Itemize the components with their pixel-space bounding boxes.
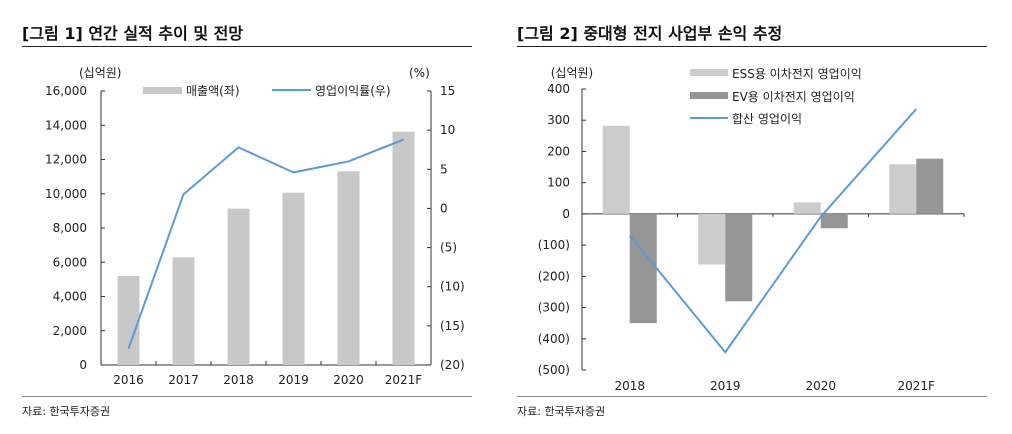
c2-y-tick-label: (300) [538, 301, 570, 315]
c1-x-tick-label: 2020 [333, 373, 364, 387]
c1-line-point [183, 193, 184, 195]
c2-bar-ev-2018 [629, 213, 657, 324]
c2-bar-ev-2020 [820, 213, 848, 229]
chart1-source-rule [22, 396, 472, 397]
c2-x-tick-label: 2019 [710, 379, 741, 393]
c2-y-tick-label: (500) [538, 363, 570, 377]
c2-x-tick-label: 2020 [805, 379, 836, 393]
c2-line-total [628, 108, 917, 354]
c1-right-unit: (%) [409, 66, 430, 80]
c1-left-tick-label: 4,000 [53, 290, 87, 304]
c2-bar-ess-2020 [793, 202, 821, 214]
c2-bar-ess-2021F [889, 164, 917, 214]
c2-legend-label-2: 합산 영업이익 [732, 112, 802, 126]
c1-x-tick-label: 2019 [278, 373, 309, 387]
chart1-title: [그림 1] 연간 실적 추이 및 전망 [22, 24, 244, 43]
c1-left-tick-label: 8,000 [53, 221, 87, 235]
c1-left-unit: (십억원) [79, 66, 121, 80]
c1-right-tick-label: 15 [440, 84, 455, 98]
chart2-title: [그림 2] 중대형 전지 사업부 손익 추정 [517, 24, 783, 43]
c1-bar-2016 [117, 275, 140, 365]
chart2-source: 자료: 한국투자증권 [517, 405, 606, 418]
c1-line-point [403, 139, 404, 141]
c2-y-tick-label: (200) [538, 269, 570, 283]
c1-left-tick-label: 6,000 [53, 255, 87, 269]
c1-left-tick-label: 12,000 [45, 153, 87, 167]
c2-bar-ess-2019 [698, 213, 726, 265]
c1-bar-2017 [172, 257, 195, 365]
chart1-source: 자료: 한국투자증권 [22, 405, 111, 418]
c2-legend-swatch-0 [690, 69, 728, 76]
c2-y-tick-label: 0 [562, 207, 570, 221]
c2-x-tick-label: 2018 [614, 379, 645, 393]
c2-y-tick-label: (400) [538, 332, 570, 346]
c1-x-tick-label: 2018 [223, 373, 254, 387]
c2-y-tick-label: 100 [547, 176, 570, 190]
c1-line-point [238, 146, 239, 148]
chart2-source-rule [517, 396, 987, 397]
c2-y-tick-label: 300 [547, 113, 570, 127]
c1-bar-2018 [227, 208, 250, 365]
c2-legend-swatch-1 [690, 92, 728, 99]
c2-y-tick-label: 400 [547, 82, 570, 96]
c1-line-point [293, 171, 294, 173]
c1-right-tick-label: 5 [440, 162, 448, 176]
c1-line-point [128, 348, 129, 350]
c1-legend-bar-label: 매출액(좌) [186, 84, 240, 98]
c1-right-tick-label: (20) [440, 358, 465, 372]
c2-legend-label-1: EV용 이차전지 영업이익 [732, 90, 855, 104]
c2-y-tick-label: (100) [538, 238, 570, 252]
c1-right-tick-label: 0 [440, 201, 448, 215]
c1-right-tick-label: 10 [440, 123, 455, 137]
c1-bar-2019 [282, 192, 305, 365]
c2-bar-ev-2019 [725, 213, 753, 302]
c1-left-tick-label: 16,000 [45, 84, 87, 98]
c1-x-tick-label: 2021F [385, 373, 423, 387]
c1-left-tick-label: 2,000 [53, 324, 87, 338]
c2-bar-ess-2018 [602, 125, 630, 214]
c1-x-tick-label: 2017 [168, 373, 199, 387]
c2-y-tick-label: 200 [547, 144, 570, 158]
c1-right-tick-label: (5) [440, 241, 457, 255]
c1-left-tick-label: 10,000 [45, 187, 87, 201]
c1-right-tick-label: (10) [440, 280, 465, 294]
c2-unit: (십억원) [551, 66, 593, 80]
c1-line-point [348, 160, 349, 162]
c2-legend-label-0: ESS용 이차전지 영업이익 [732, 67, 862, 81]
c1-legend-bar-swatch [143, 87, 182, 94]
c1-bar-2020 [337, 171, 360, 365]
c1-right-tick-label: (15) [440, 319, 465, 333]
c1-line-margin [127, 138, 404, 349]
chart1-title-rule [22, 46, 472, 47]
c1-left-tick-label: 14,000 [45, 118, 87, 132]
c1-bar-2021F [392, 131, 415, 365]
c2-bar-ev-2021F [916, 158, 944, 214]
c1-left-tick-label: 0 [79, 358, 87, 372]
c2-x-tick-label: 2021F [898, 379, 936, 393]
c1-x-tick-label: 2016 [113, 373, 144, 387]
chart2-title-rule [517, 46, 987, 47]
c1-legend-line-label: 영업이익률(우) [315, 84, 391, 98]
